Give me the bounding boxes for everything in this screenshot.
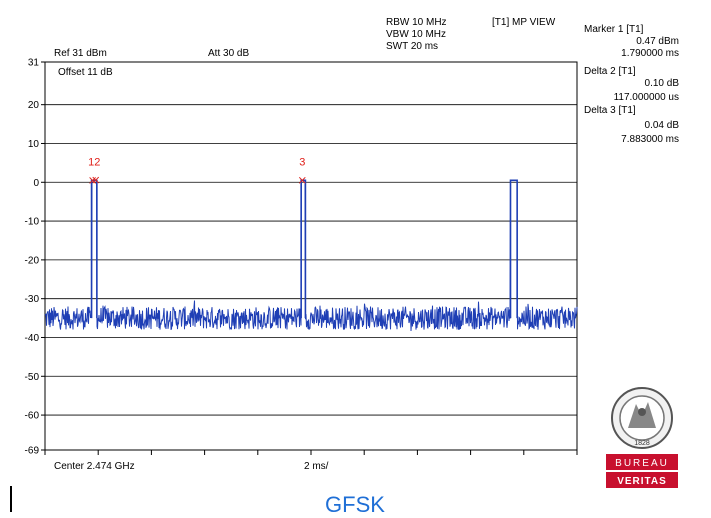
delta-3-level: 0.04 dB bbox=[644, 120, 679, 131]
trace-line bbox=[44, 179, 578, 332]
y-tick-label: 10 bbox=[28, 139, 40, 150]
marker-1-title: Marker 1 [T1] bbox=[584, 24, 644, 35]
vbw-label: VBW 10 MHz bbox=[386, 29, 447, 40]
pulse bbox=[509, 179, 518, 319]
marker-label: 12 bbox=[88, 156, 100, 168]
pulse bbox=[300, 179, 307, 319]
trace bbox=[44, 179, 578, 332]
left-rule bbox=[10, 486, 12, 512]
marker-label: 3 bbox=[299, 156, 305, 168]
delta-2-title: Delta 2 [T1] bbox=[584, 66, 636, 77]
ref-level-label: Ref 31 dBm bbox=[54, 48, 107, 59]
delta-3-title: Delta 3 [T1] bbox=[584, 105, 636, 116]
y-tick-label: 0 bbox=[33, 178, 39, 189]
y-tick-label: -20 bbox=[25, 255, 40, 266]
y-tick-label: 20 bbox=[28, 100, 40, 111]
bureau-veritas-logo: 1828 BUREAU VERITAS bbox=[606, 387, 678, 488]
delta-2-time: 117.000000 us bbox=[613, 92, 679, 103]
marker-symbol bbox=[92, 176, 100, 184]
center-frequency-label: Center 2.474 GHz bbox=[54, 461, 135, 472]
delta-3-time: 7.883000 ms bbox=[621, 134, 679, 145]
markers: 12 3 bbox=[88, 156, 306, 184]
delta-2-level: 0.10 dB bbox=[644, 78, 679, 89]
pulse bbox=[90, 179, 98, 319]
span-per-division-label: 2 ms/ bbox=[304, 461, 329, 472]
y-tick-label: -40 bbox=[25, 333, 40, 344]
rbw-label: RBW 10 MHz bbox=[386, 17, 447, 28]
y-tick-label: -60 bbox=[25, 411, 40, 422]
offset-label: Offset 11 dB bbox=[58, 67, 113, 78]
plot-frame bbox=[44, 61, 578, 451]
marker-1-time: 1.790000 ms bbox=[621, 48, 679, 59]
view-mode-label: [T1] MP VIEW bbox=[492, 17, 556, 28]
logo-word-bottom: VERITAS bbox=[617, 476, 667, 487]
marker-1-level: 0.47 dBm bbox=[636, 36, 679, 47]
y-tick-label: -69 bbox=[25, 446, 40, 457]
y-tick-label: -30 bbox=[25, 294, 40, 305]
y-tick-labels: 31 20 10 0 -10 -20 -30 -40 -50 -60 -69 bbox=[25, 58, 40, 457]
y-tick-label: 31 bbox=[28, 58, 40, 69]
modulation-caption: GFSK bbox=[325, 492, 385, 517]
logo-year: 1828 bbox=[634, 440, 650, 447]
attenuation-label: Att 30 dB bbox=[208, 48, 250, 59]
marker-symbol bbox=[298, 176, 306, 184]
y-tick-label: -10 bbox=[25, 217, 40, 228]
swt-label: SWT 20 ms bbox=[386, 41, 439, 52]
logo-word-top: BUREAU bbox=[615, 458, 669, 469]
y-tick-label: -50 bbox=[25, 372, 40, 383]
grid bbox=[41, 61, 578, 455]
